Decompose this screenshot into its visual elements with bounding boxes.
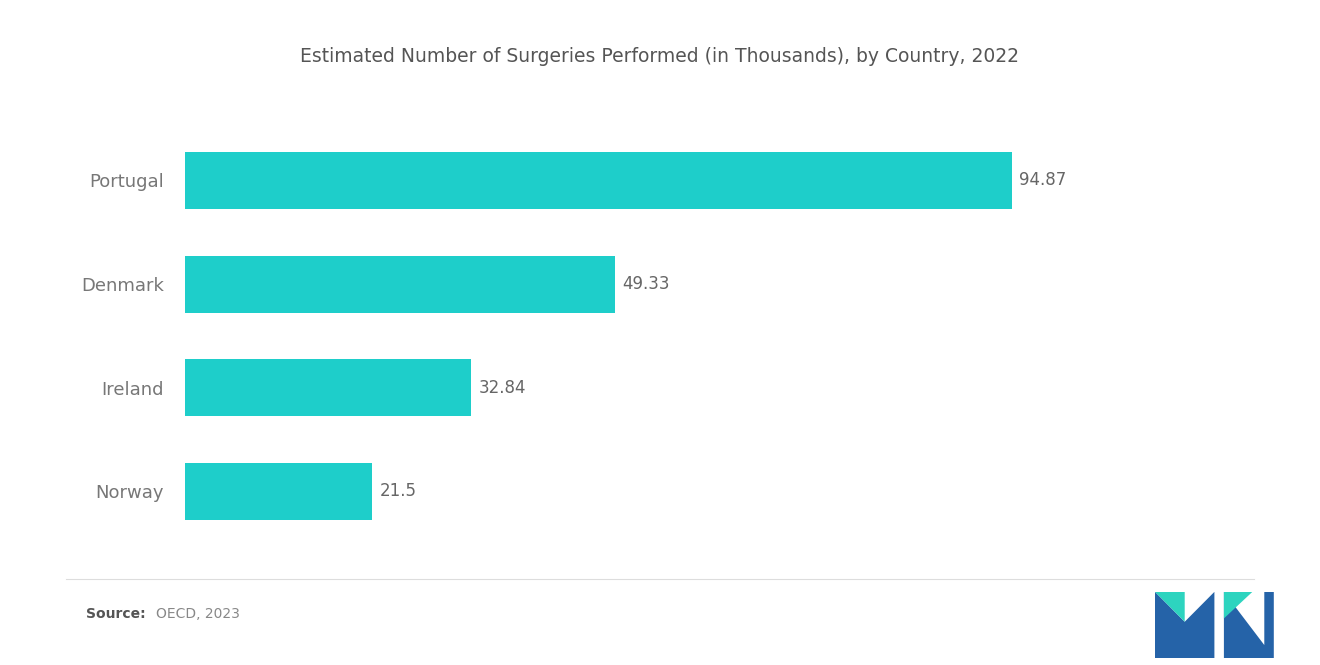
Text: 94.87: 94.87 [1019,172,1067,190]
Polygon shape [1155,592,1214,658]
Polygon shape [1224,592,1274,658]
Bar [185,359,471,416]
Polygon shape [1155,592,1185,622]
Text: Source:: Source: [86,607,145,622]
Polygon shape [1224,592,1253,618]
Bar [185,463,372,520]
Bar [185,152,1012,209]
Text: OECD, 2023: OECD, 2023 [156,607,240,622]
Text: 49.33: 49.33 [622,275,669,293]
Bar [185,255,615,313]
Text: 21.5: 21.5 [379,482,416,500]
Text: 32.84: 32.84 [478,378,525,396]
Text: Estimated Number of Surgeries Performed (in Thousands), by Country, 2022: Estimated Number of Surgeries Performed … [301,47,1019,66]
